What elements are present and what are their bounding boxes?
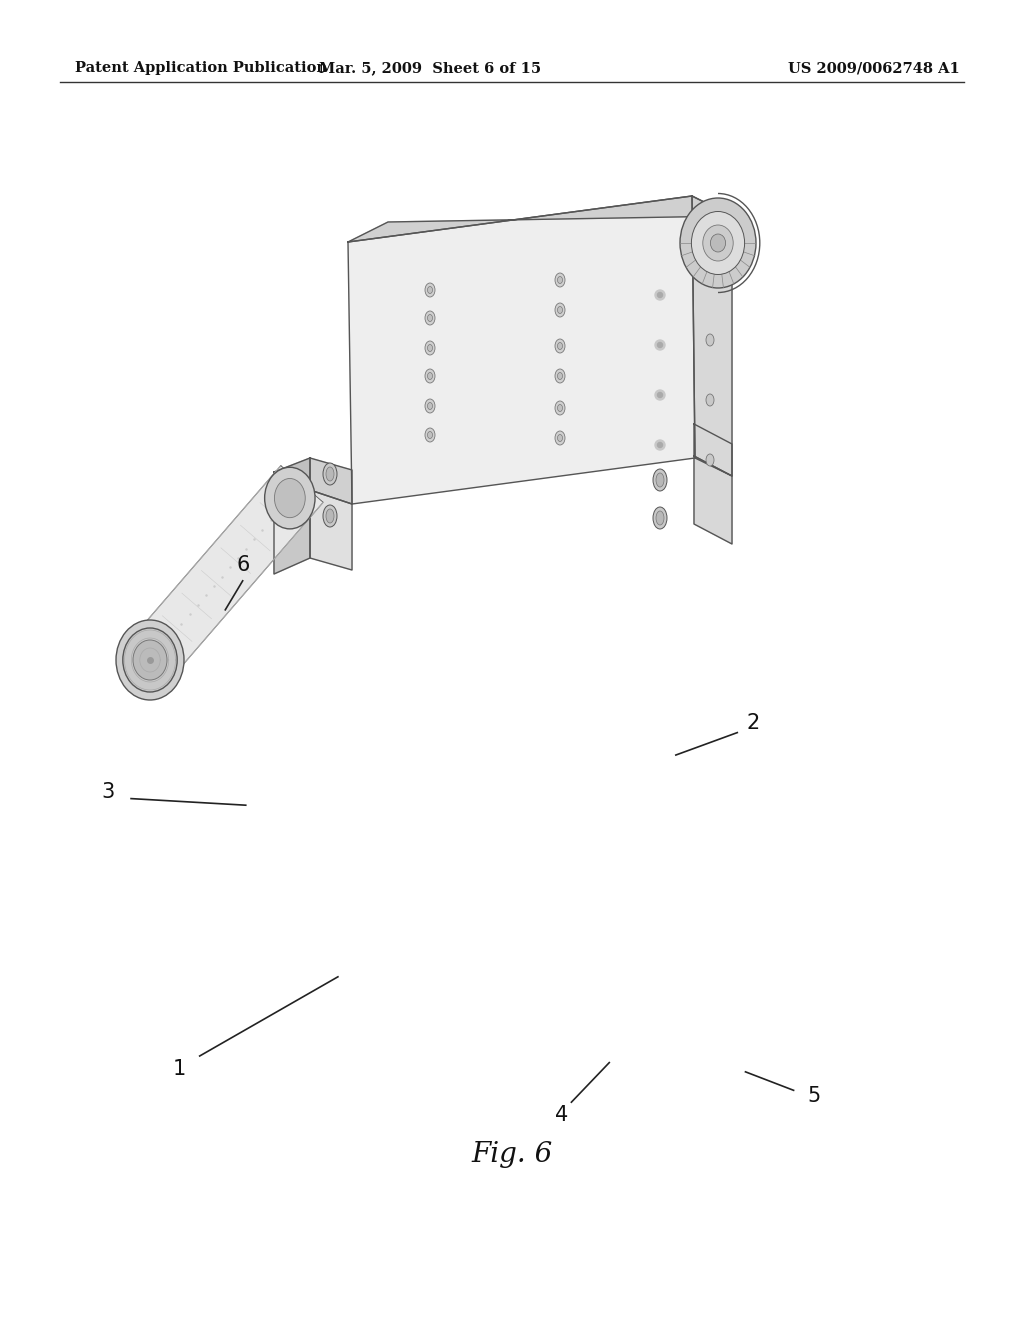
Ellipse shape <box>425 399 435 413</box>
Ellipse shape <box>656 473 664 487</box>
Ellipse shape <box>555 370 565 383</box>
Polygon shape <box>694 455 732 544</box>
Ellipse shape <box>557 404 562 412</box>
Polygon shape <box>348 195 695 504</box>
Text: 4: 4 <box>555 1105 567 1126</box>
Ellipse shape <box>425 370 435 383</box>
Text: US 2009/0062748 A1: US 2009/0062748 A1 <box>788 61 961 75</box>
Ellipse shape <box>691 211 744 275</box>
Polygon shape <box>348 195 732 242</box>
Ellipse shape <box>706 393 714 407</box>
Ellipse shape <box>557 372 562 380</box>
Ellipse shape <box>133 640 167 680</box>
Ellipse shape <box>427 372 432 380</box>
Circle shape <box>657 293 663 297</box>
Text: Mar. 5, 2009  Sheet 6 of 15: Mar. 5, 2009 Sheet 6 of 15 <box>318 61 541 75</box>
Ellipse shape <box>425 341 435 355</box>
Ellipse shape <box>274 478 305 517</box>
Ellipse shape <box>425 282 435 297</box>
Ellipse shape <box>425 312 435 325</box>
Ellipse shape <box>427 432 432 438</box>
Ellipse shape <box>116 620 184 700</box>
Ellipse shape <box>555 401 565 414</box>
Circle shape <box>657 342 663 347</box>
Ellipse shape <box>680 198 756 288</box>
Polygon shape <box>310 458 352 504</box>
Ellipse shape <box>557 342 562 350</box>
Ellipse shape <box>427 403 432 409</box>
Ellipse shape <box>555 304 565 317</box>
Text: 2: 2 <box>746 713 759 734</box>
Ellipse shape <box>706 454 714 466</box>
Ellipse shape <box>706 334 714 346</box>
Polygon shape <box>310 490 352 570</box>
Polygon shape <box>692 195 732 477</box>
Circle shape <box>655 389 665 400</box>
Ellipse shape <box>323 463 337 484</box>
Polygon shape <box>129 466 324 678</box>
Ellipse shape <box>427 314 432 322</box>
Text: Fig. 6: Fig. 6 <box>471 1142 553 1168</box>
Ellipse shape <box>557 434 562 441</box>
Circle shape <box>655 290 665 300</box>
Circle shape <box>657 392 663 397</box>
Polygon shape <box>694 424 732 477</box>
Ellipse shape <box>557 306 562 314</box>
Ellipse shape <box>264 467 315 529</box>
Ellipse shape <box>427 286 432 293</box>
Ellipse shape <box>557 276 562 284</box>
Ellipse shape <box>653 469 667 491</box>
Ellipse shape <box>555 339 565 352</box>
Circle shape <box>657 442 663 447</box>
Ellipse shape <box>653 507 667 529</box>
Ellipse shape <box>425 428 435 442</box>
Text: Patent Application Publication: Patent Application Publication <box>75 61 327 75</box>
Ellipse shape <box>427 345 432 351</box>
Circle shape <box>655 440 665 450</box>
Polygon shape <box>274 490 310 574</box>
Circle shape <box>655 341 665 350</box>
Ellipse shape <box>711 234 726 252</box>
Ellipse shape <box>706 275 714 286</box>
Ellipse shape <box>555 273 565 286</box>
Text: 1: 1 <box>173 1059 185 1080</box>
Ellipse shape <box>555 432 565 445</box>
Ellipse shape <box>326 510 334 523</box>
Text: 6: 6 <box>236 554 250 576</box>
Ellipse shape <box>323 506 337 527</box>
Ellipse shape <box>656 511 664 525</box>
Ellipse shape <box>702 224 733 261</box>
Text: 5: 5 <box>808 1085 820 1106</box>
Ellipse shape <box>123 628 177 692</box>
Text: 3: 3 <box>101 781 114 803</box>
Ellipse shape <box>326 467 334 480</box>
Polygon shape <box>274 458 310 506</box>
